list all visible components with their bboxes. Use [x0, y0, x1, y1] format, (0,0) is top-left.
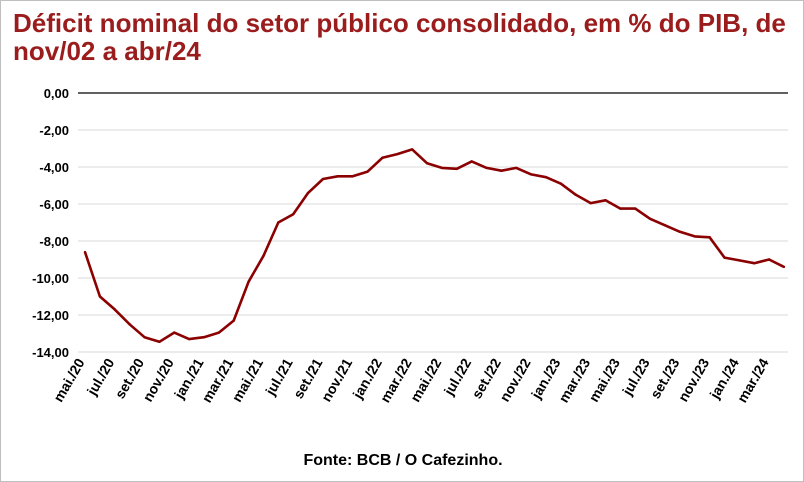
- data-point: [247, 280, 250, 283]
- data-point: [782, 265, 786, 269]
- data-point: [723, 256, 726, 259]
- gridlines: [78, 92, 788, 353]
- data-point: [232, 319, 235, 322]
- data-point: [83, 250, 87, 254]
- data-point: [634, 207, 637, 210]
- data-point: [559, 182, 563, 185]
- chart-title: Déficit nominal do setor público consoli…: [13, 8, 786, 66]
- data-point: [321, 177, 325, 181]
- data-point: [98, 295, 102, 298]
- y-tick-label: -8,00: [39, 234, 69, 249]
- chart-source: Fonte: BCB / O Cafezinho.: [303, 452, 503, 469]
- data-point: [187, 337, 191, 341]
- data-point: [767, 258, 771, 261]
- data-point: [515, 166, 518, 170]
- data-point: [708, 236, 711, 239]
- data-point: [158, 340, 161, 344]
- data-point: [500, 169, 503, 172]
- data-point: [678, 230, 682, 233]
- data-point: [410, 148, 414, 151]
- y-tick-label: -6,00: [39, 197, 69, 212]
- data-point: [753, 262, 756, 265]
- data-point: [619, 207, 622, 210]
- y-tick-label: -10,00: [32, 271, 69, 286]
- y-tick-label: -2,00: [39, 123, 69, 138]
- data-point: [589, 201, 592, 205]
- data-point: [455, 167, 459, 171]
- data-point: [336, 175, 340, 178]
- data-point: [440, 166, 444, 170]
- data-point: [648, 217, 652, 220]
- data-point: [306, 191, 310, 195]
- data-point: [485, 166, 488, 170]
- y-tick-label: -14,00: [32, 345, 69, 360]
- data-point: [544, 175, 548, 179]
- y-axis-ticks: 0,00 -2,00 -4,00 -6,00 -8,00 -10,00 -12,00 -14,…: [32, 86, 69, 360]
- data-point: [366, 170, 369, 173]
- data-point: [113, 308, 116, 311]
- data-point: [738, 259, 741, 262]
- data-point: [663, 224, 667, 227]
- data-point: [604, 199, 607, 202]
- data-point: [396, 152, 399, 156]
- data-point: [381, 156, 384, 159]
- data-point: [425, 162, 429, 165]
- y-tick-label: -4,00: [39, 160, 69, 175]
- data-point: [574, 193, 577, 196]
- y-tick-label: 0,00: [44, 86, 69, 101]
- data-point: [529, 173, 533, 176]
- data-point: [202, 336, 206, 339]
- data-point: [277, 221, 280, 224]
- data-point: [292, 212, 295, 216]
- data-point: [143, 336, 146, 339]
- x-tick-label: mai./20: [50, 355, 88, 404]
- data-point: [173, 331, 176, 334]
- data-point: [217, 331, 221, 334]
- x-axis-ticks: mai./20jul./20set./20nov./20jan./21mar./…: [50, 355, 772, 405]
- data-point: [351, 175, 354, 178]
- data-point: [693, 235, 696, 238]
- series-group: [83, 148, 786, 344]
- data-point: [470, 160, 473, 163]
- data-point: [262, 254, 265, 257]
- y-tick-label: -12,00: [32, 308, 69, 323]
- data-point: [128, 323, 131, 326]
- series-line: [83, 148, 785, 344]
